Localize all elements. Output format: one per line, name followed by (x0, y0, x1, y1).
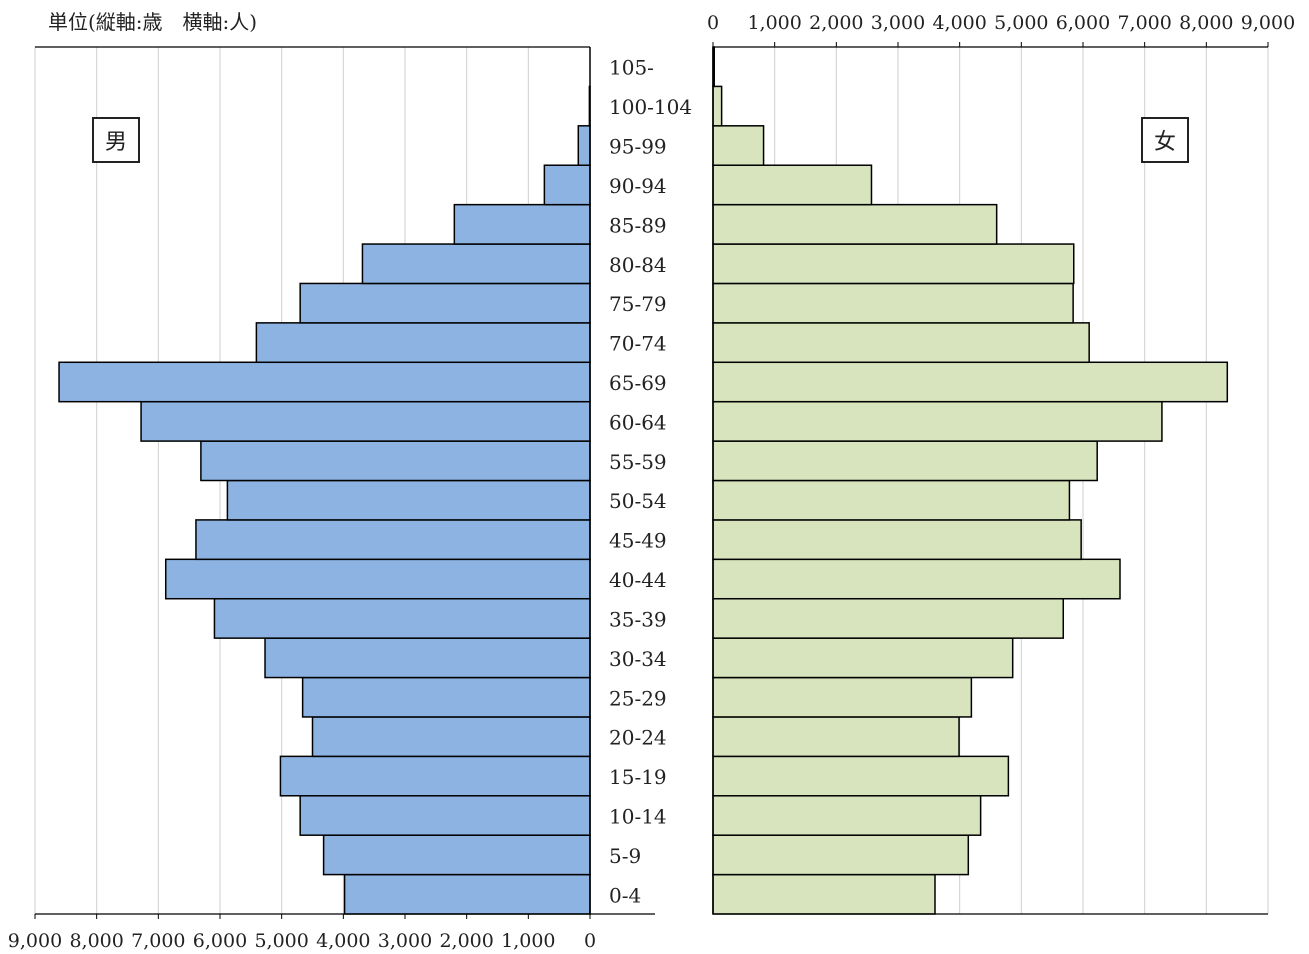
male-bar (195, 519, 591, 561)
age-group-label: 65-69 (609, 371, 667, 395)
age-group-label: 40-44 (609, 568, 667, 592)
female-bar (712, 479, 1071, 521)
male-bar (299, 795, 591, 836)
male-bar (361, 243, 591, 285)
age-group-label: 50-54 (609, 489, 667, 513)
male-axis-tick-label: 1,000 (501, 930, 555, 952)
female-legend-box: 女 (1141, 117, 1189, 163)
age-group-label: 105- (609, 56, 654, 80)
female-axis-tick-label: 6,000 (1056, 12, 1110, 34)
female-bar (712, 85, 723, 127)
female-bar (712, 637, 1014, 679)
age-group-label: 80-84 (609, 253, 667, 277)
male-axis-tick-label: 6,000 (193, 930, 247, 952)
female-bar (712, 597, 1065, 639)
male-bar (213, 597, 591, 639)
male-axis-tick-label: 9,000 (8, 930, 62, 952)
age-group-label: 5-9 (609, 844, 641, 868)
male-bar (279, 755, 591, 797)
age-group-label: 75-79 (609, 292, 667, 316)
female-bar (712, 676, 973, 718)
age-group-label: 35-39 (609, 607, 667, 631)
male-bar (200, 440, 591, 482)
male-bar (322, 834, 591, 876)
male-axis-tick-label: 2,000 (439, 930, 493, 952)
age-group-label: 20-24 (609, 726, 667, 750)
male-legend-box: 男 (92, 117, 140, 163)
female-bar (712, 400, 1163, 442)
female-bar (712, 361, 1229, 403)
age-group-label: 45-49 (609, 529, 667, 553)
female-bar (712, 755, 1010, 797)
male-bar (140, 400, 591, 442)
male-axis-tick-label: 7,000 (131, 930, 185, 952)
female-bar (712, 282, 1074, 324)
female-axis-tick-label: 5,000 (994, 12, 1048, 34)
female-bar (712, 834, 970, 876)
female-axis-tick-label: 7,000 (1117, 12, 1171, 34)
male-bar (577, 125, 591, 166)
male-bar (543, 164, 591, 206)
female-bar (712, 716, 960, 758)
male-axis-tick-label: 4,000 (316, 930, 370, 952)
male-axis-tick-label: 3,000 (378, 930, 432, 952)
male-bar (164, 558, 591, 600)
age-group-label: 70-74 (609, 332, 667, 356)
age-group-label: 85-89 (609, 213, 667, 237)
female-axis-tick-label: 0 (707, 12, 719, 34)
male-bar (58, 361, 591, 403)
male-axis-tick-label: 0 (584, 930, 596, 952)
female-bar (712, 203, 998, 245)
male-bar (301, 676, 591, 718)
age-group-label: 95-99 (609, 135, 667, 159)
age-group-label: 100-104 (609, 95, 692, 119)
age-group-label: 30-34 (609, 647, 667, 671)
female-bar (712, 519, 1082, 561)
unit-label: 単位(縦軸:歳 横軸:人) (48, 10, 258, 34)
male-bar (311, 716, 591, 758)
male-axis-tick-label: 8,000 (69, 930, 123, 952)
female-bar (712, 558, 1121, 600)
female-axis-tick-label: 3,000 (871, 12, 925, 34)
male-bar (255, 322, 591, 364)
male-bar (264, 637, 591, 679)
female-bar (712, 322, 1090, 364)
age-group-label: 15-19 (609, 765, 667, 789)
female-bar (712, 795, 982, 836)
age-group-label: 60-64 (609, 410, 667, 434)
female-bar (712, 440, 1098, 482)
male-bar (226, 479, 591, 521)
female-axis-tick-label: 8,000 (1179, 12, 1233, 34)
age-group-label: 25-29 (609, 686, 667, 710)
age-group-label: 90-94 (609, 174, 667, 198)
age-group-label: 10-14 (609, 804, 667, 828)
female-axis-tick-label: 9,000 (1241, 12, 1295, 34)
female-axis-tick-label: 1,000 (747, 12, 801, 34)
female-bar (712, 243, 1075, 285)
female-bar (712, 125, 765, 166)
female-bar (712, 873, 936, 915)
age-group-label: 0-4 (609, 883, 641, 907)
male-bar (299, 282, 591, 324)
male-bar (453, 203, 591, 245)
male-axis-tick-label: 5,000 (254, 930, 308, 952)
female-axis-tick-label: 4,000 (932, 12, 986, 34)
male-bar (343, 873, 591, 915)
female-bar (712, 164, 873, 206)
age-group-label: 55-59 (609, 450, 667, 474)
female-axis-tick-label: 2,000 (809, 12, 863, 34)
